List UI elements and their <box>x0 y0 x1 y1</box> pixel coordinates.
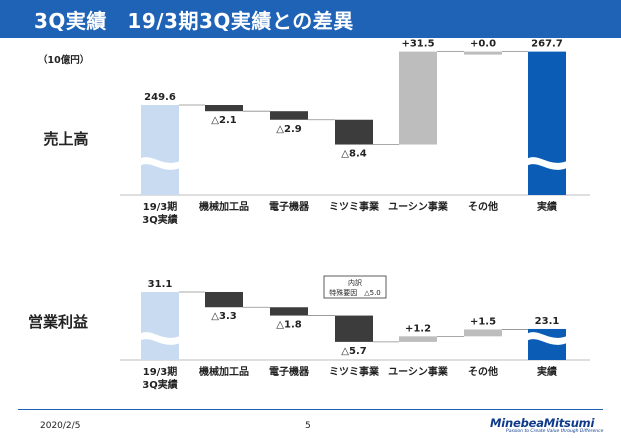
decrease-bar <box>205 292 243 308</box>
category-label: 実績 <box>537 200 557 213</box>
result-bar <box>528 51 566 196</box>
increase-bar <box>464 329 502 337</box>
decrease-bar <box>335 315 373 342</box>
base-bar <box>141 105 179 195</box>
logo-tagline: Passion to Create Value through Differen… <box>506 429 604 434</box>
footer-date: 2020/2/5 <box>40 421 81 431</box>
value-label: △2.9 <box>276 124 301 135</box>
value-label: +31.5 <box>401 39 434 50</box>
value-label: △5.7 <box>341 346 366 357</box>
category-label: その他 <box>468 200 498 213</box>
axis-break-mark <box>138 332 182 345</box>
annotation-text: 特殊要因 △5.0 <box>329 288 381 297</box>
axis-break-mark <box>138 157 182 170</box>
value-label: 23.1 <box>535 316 560 327</box>
value-label: 31.1 <box>148 279 173 290</box>
category-label: 3Q実績 <box>142 213 177 226</box>
row-label: 売上高 <box>43 130 88 148</box>
value-label: +1.5 <box>470 316 496 327</box>
value-label: △3.3 <box>211 311 236 322</box>
footer-divider <box>18 409 603 410</box>
category-label: 実績 <box>537 365 557 378</box>
category-label: 電子機器 <box>269 200 310 213</box>
category-label: 19/3期 <box>143 365 178 378</box>
decrease-bar <box>270 307 308 316</box>
category-label: 19/3期 <box>143 200 178 213</box>
category-label: その他 <box>468 365 498 378</box>
value-label: +0.0 <box>470 39 496 50</box>
increase-bar <box>464 51 502 55</box>
row-label: 営業利益 <box>28 313 88 331</box>
decrease-bar <box>205 105 243 112</box>
logo-name: MinebeaMitsumi <box>490 416 595 430</box>
value-label: △2.1 <box>211 115 236 126</box>
annotation-title: 内訳 <box>348 278 362 287</box>
axis-break-mark <box>525 157 569 170</box>
category-label: 機械加工品 <box>199 365 249 378</box>
decrease-bar <box>270 111 308 120</box>
category-label: 電子機器 <box>269 365 310 378</box>
company-logo: MinebeaMitsumi Passion to Create Value t… <box>490 416 604 436</box>
decrease-bar <box>335 119 373 145</box>
category-label: 3Q実績 <box>142 378 177 391</box>
value-label: △1.8 <box>276 320 301 331</box>
page-title: 3Q実績 19/3期3Q実績との差異 <box>34 9 354 33</box>
page-number: 5 <box>305 421 311 431</box>
increase-bar <box>399 51 437 145</box>
category-label: ユーシン事業 <box>388 200 449 213</box>
value-label: △8.4 <box>341 149 366 160</box>
value-label: 267.7 <box>531 39 563 50</box>
category-label: ミツミ事業 <box>329 200 380 213</box>
category-label: 機械加工品 <box>199 200 249 213</box>
value-label: +1.2 <box>405 323 431 334</box>
category-label: ユーシン事業 <box>388 365 449 378</box>
axis-break-mark <box>525 332 569 345</box>
category-label: ミツミ事業 <box>329 365 380 378</box>
title-bar: 3Q実績 19/3期3Q実績との差異 <box>0 0 621 38</box>
unit-label: （10億円） <box>38 55 90 66</box>
increase-bar <box>399 336 437 342</box>
base-bar <box>141 292 179 360</box>
value-label: 249.6 <box>144 92 176 103</box>
annotation-box <box>323 275 387 299</box>
